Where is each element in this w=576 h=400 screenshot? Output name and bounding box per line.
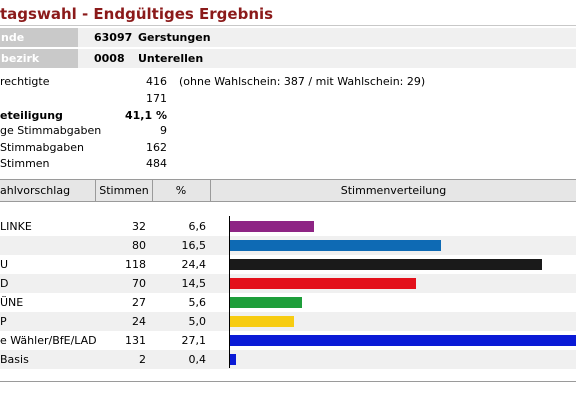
table-row: ÜNE 27 5,6 [0,293,576,312]
party-percent: 5,0 [188,315,207,328]
stat-row: Stimmen 484 [0,156,576,172]
party-name: P [0,315,7,328]
bezirk-row: bezirk 0008 Unterellen [0,49,576,68]
party-votes: 32 [132,220,146,233]
gemeinde-name: Gerstungen [138,31,211,44]
vote-share-bar [230,221,315,232]
table-row: LINKE 32 6,6 [0,217,576,236]
results-table-header: ahlvorschlag Stimmen % Stimmenverteilung [0,179,576,202]
party-percent: 5,6 [188,296,207,309]
stat-value: 416 [146,75,167,88]
header-votes: Stimmen [99,184,149,197]
vote-share-bar [230,354,236,365]
stat-label: Stimmen [0,157,50,170]
party-percent: 24,4 [181,258,207,271]
stat-row: 171 [0,91,576,107]
header-distribution: Stimmenverteilung [340,184,447,197]
party-name: U [0,258,9,271]
title-divider [0,25,576,26]
party-votes: 27 [132,296,146,309]
stat-value: 9 [160,124,167,137]
party-name: ÜNE [0,296,24,309]
party-percent: 0,4 [188,353,207,366]
table-row: Basis 2 0,4 [0,350,576,369]
party-name: LINKE [0,220,32,233]
party-name: D [0,277,9,290]
party-votes: 118 [125,258,146,271]
table-row: U 118 24,4 [0,255,576,274]
vote-share-bar [230,316,294,327]
stat-label: rechtigte [0,75,50,88]
vote-share-bar [230,278,416,289]
header-divider [95,180,96,201]
table-row: P 24 5,0 [0,312,576,331]
stat-row: Stimmabgaben 162 [0,140,576,156]
party-votes: 2 [139,353,146,366]
party-name: e Wähler/BfE/LAD [0,334,97,347]
bezirk-number: 0008 [94,52,125,65]
party-votes: 80 [132,239,146,252]
party-votes: 70 [132,277,146,290]
stat-value: 41,1 % [125,109,167,122]
party-percent: 6,6 [188,220,207,233]
vote-share-bar [230,297,302,308]
gemeinde-number: 63097 [94,31,133,44]
table-row: 80 16,5 [0,236,576,255]
header-divider [210,180,211,201]
stat-value: 162 [146,141,167,154]
stat-row: eteiligung 41,1 % [0,108,576,124]
stat-label: ge Stimmabgaben [0,124,102,137]
table-row: e Wähler/BfE/LAD 131 27,1 [0,331,576,350]
stat-value: 484 [146,157,167,170]
stat-row: ge Stimmabgaben 9 [0,123,576,139]
gemeinde-label: nde [0,28,78,47]
vote-share-bar [230,259,543,270]
stat-label: Stimmabgaben [0,141,84,154]
party-percent: 27,1 [181,334,207,347]
header-pct: % [175,184,187,197]
page-title: tagswahl - Endgültiges Ergebnis [0,5,274,23]
party-percent: 14,5 [181,277,207,290]
party-votes: 24 [132,315,146,328]
bezirk-label: bezirk [0,49,78,68]
bezirk-name: Unterellen [138,52,204,65]
stat-label: eteiligung [0,109,63,122]
vote-share-bar [230,335,576,346]
gemeinde-row: nde 63097 Gerstungen [0,28,576,47]
header-divider [152,180,153,201]
party-name: Basis [0,353,29,366]
stat-note: (ohne Wahlschein: 387 / mit Wahlschein: … [179,75,426,88]
chart-axis [229,216,230,368]
vote-share-bar [230,240,442,251]
party-votes: 131 [125,334,146,347]
table-row: D 70 14,5 [0,274,576,293]
table-bottom-divider [0,381,576,382]
stat-row: rechtigte 416 (ohne Wahlschein: 387 / mi… [0,74,576,90]
stat-value: 171 [146,92,167,105]
header-party: ahlvorschlag [0,184,71,197]
party-percent: 16,5 [181,239,207,252]
